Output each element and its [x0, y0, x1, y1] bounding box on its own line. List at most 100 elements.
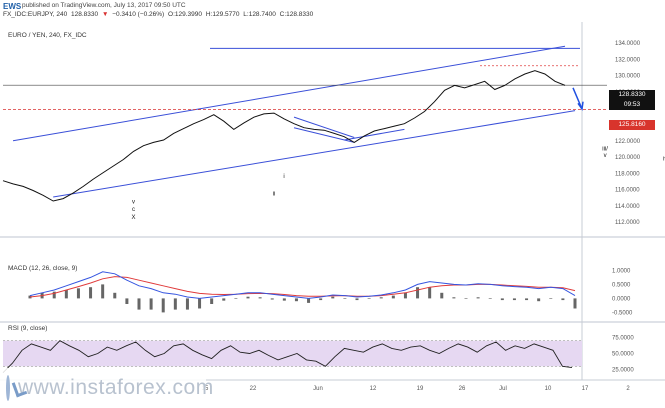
wave-label: X [131, 215, 135, 221]
low-value: L:128.7400 [243, 11, 276, 18]
macd-histogram-bar [355, 298, 359, 301]
watermark-text: www.instaforex.com [18, 376, 214, 399]
channel-upper-line [12, 45, 566, 142]
macd-histogram-bar [210, 298, 214, 304]
channel-lower-line [53, 110, 576, 198]
countdown-label: 09:53 [609, 100, 655, 110]
time-tick-label: 17 [582, 386, 589, 392]
macd-histogram-bar [185, 298, 189, 310]
macd-histogram-bar [488, 298, 492, 299]
wave-label: v [132, 199, 135, 205]
price-tick-label: 122.0000 [615, 139, 641, 145]
macd-histogram-bar [525, 298, 529, 301]
time-tick-label: 26 [459, 386, 466, 392]
macd-histogram-bar [149, 298, 153, 310]
macd-histogram-bar [464, 298, 468, 299]
macd-histogram-bar [64, 290, 68, 299]
macd-signal-line [29, 276, 576, 298]
macd-histogram-bar [198, 298, 202, 309]
time-tick-label: 22 [250, 386, 257, 392]
rsi-line [2, 340, 573, 374]
tradingview-logo: EWS [3, 2, 22, 11]
wedge-line [344, 128, 405, 141]
price-tick-label: 118.0000 [615, 171, 640, 177]
rsi-tick-label: 75.0000 [612, 335, 634, 341]
macd-tick-label: 0.5000 [612, 282, 631, 288]
macd-histogram-bar [52, 291, 56, 299]
close-value: C:128.8330 [279, 11, 314, 18]
macd-line [29, 271, 576, 299]
change-arrow-icon: ▼ [101, 11, 109, 18]
current-price-label: 128.8330 [609, 90, 655, 100]
level-price-label: 125.8160 [609, 120, 655, 130]
macd-histogram-bar [76, 288, 80, 299]
watermark: www.instaforex.com [0, 368, 213, 408]
macd-histogram-bar [125, 298, 129, 304]
rsi-band-fill [3, 340, 582, 367]
price-tick-label: 130.0000 [615, 74, 641, 80]
wedge-line [293, 127, 355, 143]
macd-histogram-bar [537, 298, 541, 302]
price-tick-label: 132.0000 [615, 57, 641, 63]
macd-histogram-bar [89, 287, 93, 299]
wave-label: c [132, 207, 135, 213]
wave-label: ii [273, 191, 276, 197]
macd-histogram-bar [549, 298, 553, 299]
price-tick-label: 112.0000 [615, 220, 640, 226]
price-tick-label: 120.0000 [615, 155, 641, 161]
price-tick-label: 116.0000 [615, 188, 640, 194]
macd-histogram-bar [573, 298, 577, 309]
macd-histogram-bar [476, 297, 480, 299]
macd-histogram-bar [258, 297, 262, 299]
rsi-tick-label: 50.0000 [612, 352, 634, 358]
header-bar: EWS published on TradingView.com, July 1… [0, 0, 665, 22]
ohlc-value: 128.8330 [71, 11, 99, 18]
time-tick-label: 10 [545, 386, 552, 392]
macd-histogram-bar [331, 296, 335, 299]
macd-histogram-bar [561, 298, 565, 301]
macd-histogram-bar [234, 298, 238, 299]
price-tick-label: 134.0000 [615, 41, 641, 47]
macd-histogram-bar [307, 298, 311, 303]
macd-tick-label: 0.0000 [612, 296, 631, 302]
macd-histogram-bar [452, 297, 456, 299]
price-tick-label: 114.0000 [615, 204, 640, 210]
arrow-head-icon [577, 101, 584, 112]
wedge-line [293, 116, 355, 138]
time-tick-label: 2 [626, 386, 630, 392]
rsi-tick-label: 25.0000 [612, 368, 634, 374]
wave-label: v [604, 153, 607, 159]
macd-histogram-bar [294, 298, 298, 302]
macd-histogram-bar [403, 292, 407, 299]
macd-histogram-bar [270, 298, 274, 300]
wave-label: iii/ [602, 147, 608, 153]
time-tick-label: 12 [370, 386, 377, 392]
price-series-line [2, 70, 566, 202]
macd-histogram-bar [137, 298, 141, 310]
macd-histogram-bar [319, 298, 323, 301]
macd-histogram-bar [379, 297, 383, 299]
macd-histogram-bar [391, 295, 395, 299]
macd-histogram-bar [222, 298, 226, 301]
macd-histogram-bar [500, 298, 504, 301]
time-tick-label: 19 [417, 386, 424, 392]
published-text: published on TradingView.com, July 13, 2… [22, 2, 186, 9]
symbol-label: FX_IDC:EURJPY, 240 [3, 11, 68, 18]
macd-histogram-bar [440, 292, 444, 299]
macd-histogram-bar [512, 298, 516, 301]
macd-histogram-bar [367, 298, 371, 299]
projection-arrow [572, 87, 583, 110]
macd-histogram-bar [246, 296, 250, 299]
macd-histogram-bar [173, 298, 177, 310]
macd-tick-label: -0.5000 [612, 310, 633, 316]
time-tick-label: Jun [313, 386, 323, 392]
macd-histogram-bar [113, 292, 117, 299]
macd-histogram-bar [282, 298, 286, 301]
instaforex-logo-icon [6, 375, 10, 401]
macd-histogram-bar [428, 287, 432, 299]
macd-tick-label: 1.0000 [612, 268, 631, 274]
macd-histogram-bar [416, 287, 420, 299]
high-value: H:129.5770 [205, 11, 240, 18]
ohlc-readout: FX_IDC:EURJPY, 240 128.8330 ▼ −0.3410 (−… [3, 11, 315, 18]
